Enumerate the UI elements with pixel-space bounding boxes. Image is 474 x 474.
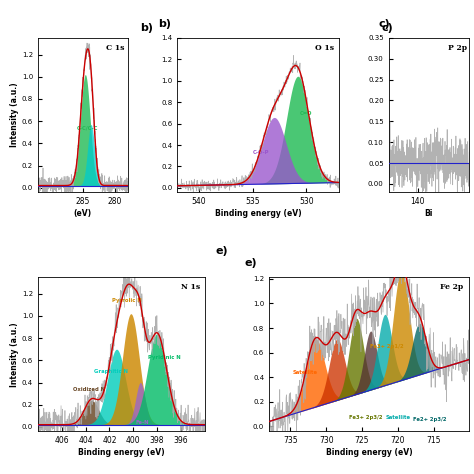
Text: Pyrrolic N: Pyrrolic N (112, 298, 142, 302)
Text: b): b) (158, 18, 171, 28)
Text: Satellite: Satellite (292, 370, 318, 375)
Text: Fe3+ 2p1/2: Fe3+ 2p1/2 (370, 344, 404, 349)
Text: N 1s: N 1s (181, 283, 200, 291)
Text: Pyridinic N: Pyridinic N (148, 355, 181, 360)
Text: b): b) (140, 23, 153, 33)
Text: C 1s: C 1s (106, 44, 125, 52)
Text: Fe-N: Fe-N (136, 420, 150, 425)
Text: C-O-P: C-O-P (253, 150, 270, 155)
Y-axis label: Intensity (a.u.): Intensity (a.u.) (10, 83, 19, 147)
X-axis label: Binding energy (eV): Binding energy (eV) (215, 209, 301, 218)
X-axis label: Bi: Bi (425, 209, 433, 218)
Text: Graphitic N: Graphitic N (94, 369, 128, 374)
Text: c): c) (382, 23, 393, 33)
Text: Fe 2p: Fe 2p (440, 283, 463, 291)
Text: C=O: C=O (300, 111, 313, 116)
Text: Fe3+ 2p3/2: Fe3+ 2p3/2 (349, 415, 383, 419)
Text: Satellite: Satellite (385, 415, 410, 420)
X-axis label: Binding energy (eV): Binding energy (eV) (326, 448, 412, 457)
Text: C-C/C-C: C-C/C-C (77, 125, 99, 130)
Text: O 1s: O 1s (315, 44, 334, 52)
Text: e): e) (216, 246, 228, 255)
Y-axis label: Intensity (a.u.): Intensity (a.u.) (10, 322, 19, 386)
X-axis label: (eV): (eV) (73, 209, 92, 218)
Text: e): e) (245, 258, 258, 268)
X-axis label: Binding energy (eV): Binding energy (eV) (78, 448, 164, 457)
Text: c): c) (379, 18, 391, 28)
Text: P 2p: P 2p (448, 44, 467, 52)
Text: Fe2+ 2p3/2: Fe2+ 2p3/2 (413, 417, 447, 422)
Text: Oxidized N: Oxidized N (73, 387, 105, 392)
